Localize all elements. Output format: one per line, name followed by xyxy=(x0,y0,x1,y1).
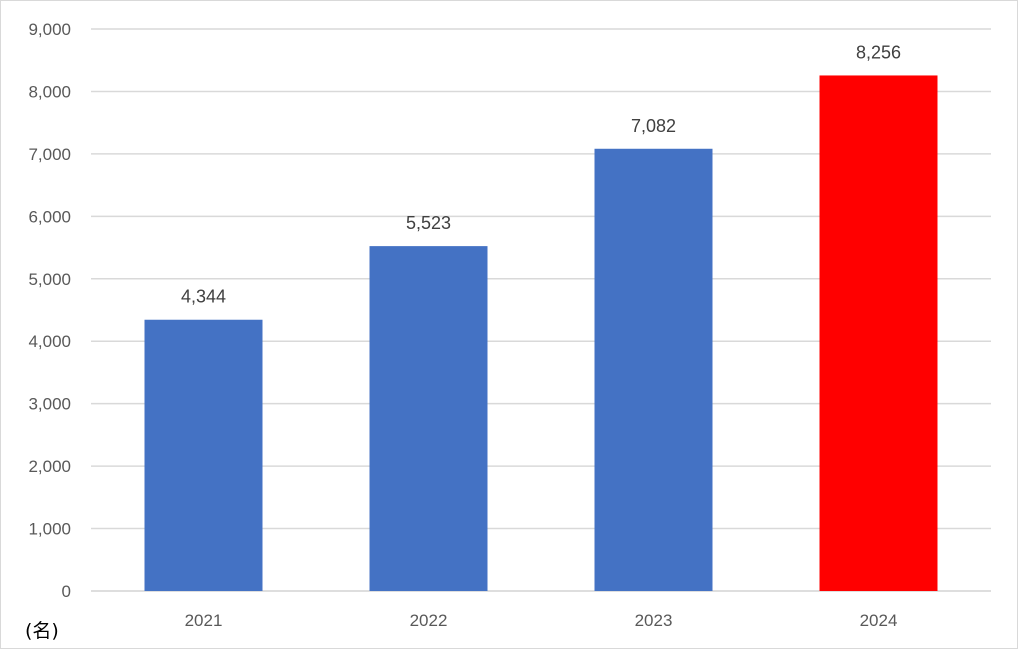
bar-2022 xyxy=(369,246,488,592)
x-tick-label: 2022 xyxy=(410,611,448,630)
y-tick-label: 4,000 xyxy=(28,332,71,351)
data-label-2024: 8,256 xyxy=(856,42,901,62)
bar-2024 xyxy=(819,75,938,591)
bars xyxy=(144,75,938,592)
data-label-2021: 4,344 xyxy=(181,287,226,307)
bar-2021 xyxy=(144,319,263,591)
y-tick-label: 9,000 xyxy=(28,20,71,39)
data-label-2023: 7,082 xyxy=(631,116,676,136)
y-tick-label: 6,000 xyxy=(28,207,71,226)
bar-2023 xyxy=(594,148,713,592)
data-labels: 4,344 5,523 7,082 8,256 xyxy=(181,42,901,306)
y-tick-label: 3,000 xyxy=(28,395,71,414)
y-tick-label: 7,000 xyxy=(28,145,71,164)
x-tick-label: 2024 xyxy=(860,611,898,630)
y-tick-label: 8,000 xyxy=(28,82,71,101)
x-tick-label: 2021 xyxy=(185,611,223,630)
y-tick-label: 0 xyxy=(62,582,71,601)
y-axis-unit-label: (名) xyxy=(25,620,59,642)
x-tick-label: 2023 xyxy=(635,611,673,630)
y-tick-label: 2,000 xyxy=(28,457,71,476)
x-axis-ticks: 2021 2022 2023 2024 xyxy=(185,611,898,630)
data-label-2022: 5,523 xyxy=(406,213,451,233)
y-axis-ticks: 0 1,000 2,000 3,000 4,000 5,000 6,000 7,000 8,00… xyxy=(28,20,71,601)
y-tick-label: 5,000 xyxy=(28,270,71,289)
y-tick-label: 1,000 xyxy=(28,520,71,539)
